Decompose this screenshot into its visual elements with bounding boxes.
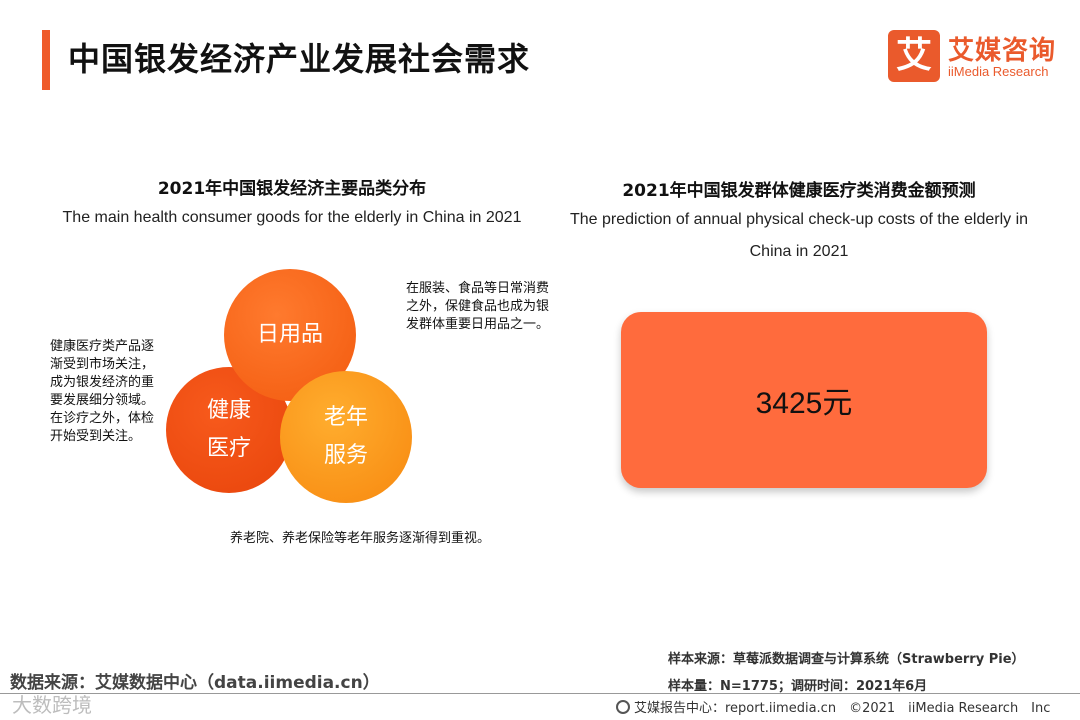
circle-health-label: 健康 医疗 xyxy=(206,398,251,461)
circle-elderly-service: 老年 服务 xyxy=(280,371,412,503)
globe-icon xyxy=(616,700,630,714)
sample-source: 样本来源：草莓派数据调查与计算系统（Strawberry Pie） xyxy=(668,652,1025,667)
title-accent-bar xyxy=(42,30,50,90)
footer-report-center: 艾媒报告中心：report.iimedia.cn ©2021 iiMedia R… xyxy=(616,697,1050,716)
logo-icon: 艾 xyxy=(888,30,940,82)
data-source: 数据来源：艾媒数据中心（data.iimedia.cn） xyxy=(10,673,380,693)
circle-daily-label: 日用品 xyxy=(256,322,323,347)
right-panel-title: 2021年中国银发群体健康医疗类消费金额预测 xyxy=(622,181,976,201)
left-panel-subtitle: The main health consumer goods for the e… xyxy=(62,209,522,226)
footer-divider xyxy=(0,693,1080,694)
left-panel-title: 2021年中国银发经济主要品类分布 xyxy=(157,179,427,199)
note-elderly-service: 养老院、养老保险等老年服务逐渐得到重视。 xyxy=(230,531,491,546)
report-center-text[interactable]: 艾媒报告中心：report.iimedia.cn ©2021 iiMedia R… xyxy=(634,701,1051,716)
logo-text-cn: 艾媒咨询 xyxy=(948,36,1057,66)
circle-service-label: 老年 服务 xyxy=(323,405,368,468)
prediction-value: 3425元 xyxy=(755,387,853,420)
watermark: 大数跨境 xyxy=(12,693,92,717)
brand-logo: 艾 艾媒咨询 iiMedia Research xyxy=(888,30,1068,84)
right-panel-subtitle: The prediction of annual physical check-… xyxy=(569,211,1029,260)
logo-text-en: iiMedia Research xyxy=(948,64,1049,79)
prediction-value-box: 3425元 xyxy=(621,312,987,488)
sample-size: 样本量：N=1775；调研时间：2021年6月 xyxy=(668,679,928,694)
note-daily-goods: 在服装、食品等日常消费之外，保健食品也成为银发群体重要日用品之一。 xyxy=(406,281,550,332)
note-health-medical: 健康医疗类产品逐渐受到市场关注，成为银发经济的重要发展细分领域。在诊疗之外，体检… xyxy=(50,339,155,444)
page-title: 中国银发经济产业发展社会需求 xyxy=(68,40,531,78)
